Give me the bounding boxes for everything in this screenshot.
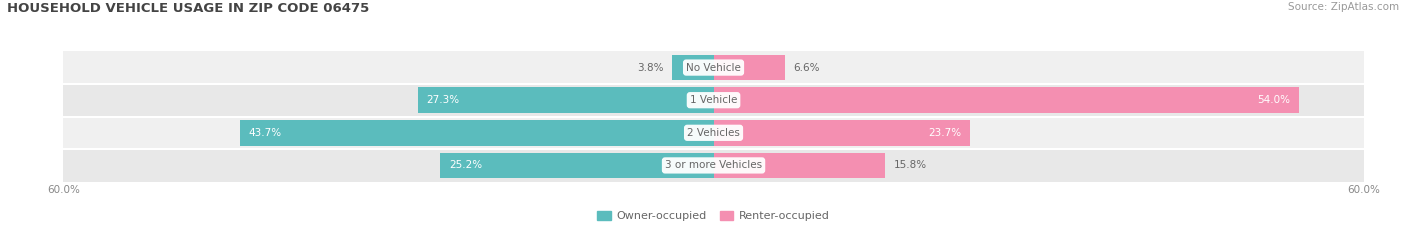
Bar — [63, 51, 1364, 84]
Bar — [63, 149, 1364, 182]
Bar — [63, 116, 1364, 149]
Bar — [713, 153, 884, 178]
Bar — [240, 120, 713, 146]
Text: 15.8%: 15.8% — [893, 161, 927, 170]
Bar — [672, 55, 713, 80]
Text: 1 Vehicle: 1 Vehicle — [690, 95, 737, 105]
Text: 3 or more Vehicles: 3 or more Vehicles — [665, 161, 762, 170]
Bar — [440, 153, 713, 178]
Text: 25.2%: 25.2% — [449, 161, 482, 170]
Text: 6.6%: 6.6% — [794, 63, 820, 72]
Text: 27.3%: 27.3% — [426, 95, 460, 105]
Text: 54.0%: 54.0% — [1257, 95, 1291, 105]
Text: 23.7%: 23.7% — [928, 128, 962, 138]
Bar — [63, 84, 1364, 116]
Bar — [418, 87, 713, 113]
Bar — [713, 120, 970, 146]
Legend: Owner-occupied, Renter-occupied: Owner-occupied, Renter-occupied — [598, 211, 830, 221]
Text: HOUSEHOLD VEHICLE USAGE IN ZIP CODE 06475: HOUSEHOLD VEHICLE USAGE IN ZIP CODE 0647… — [7, 2, 370, 15]
Text: 43.7%: 43.7% — [249, 128, 281, 138]
Text: 2 Vehicles: 2 Vehicles — [688, 128, 740, 138]
Bar — [713, 87, 1299, 113]
Bar — [713, 55, 785, 80]
Text: Source: ZipAtlas.com: Source: ZipAtlas.com — [1288, 2, 1399, 12]
Text: 3.8%: 3.8% — [637, 63, 664, 72]
Text: No Vehicle: No Vehicle — [686, 63, 741, 72]
